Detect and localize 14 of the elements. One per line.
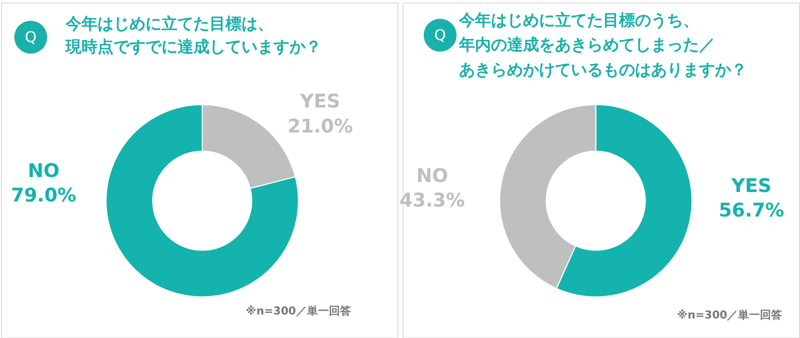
text: ※n=300／単一回答 [677,308,782,322]
data-label: 79.0% [10,186,76,207]
text: ※n=300／単一回答 [246,304,351,318]
text: Q [434,26,446,44]
slice-label: NO [28,160,60,182]
slice-label: YES [299,92,340,113]
chart-title: 今年はじめに立てた目標のうち、年内の達成をあきらめてしまった／あきらめかけているものはありますか？ [458,10,747,79]
data-label: 43.3% [400,190,466,212]
chart-title: 今年はじめに立てた目標は、現時点ですでに達成していますか？ [64,14,322,56]
text: Q [24,28,37,46]
slice-label: YES [730,176,772,197]
slice-label: NO [416,166,448,187]
data-label: 56.7% [718,200,784,222]
data-label: 21.0% [288,116,353,138]
